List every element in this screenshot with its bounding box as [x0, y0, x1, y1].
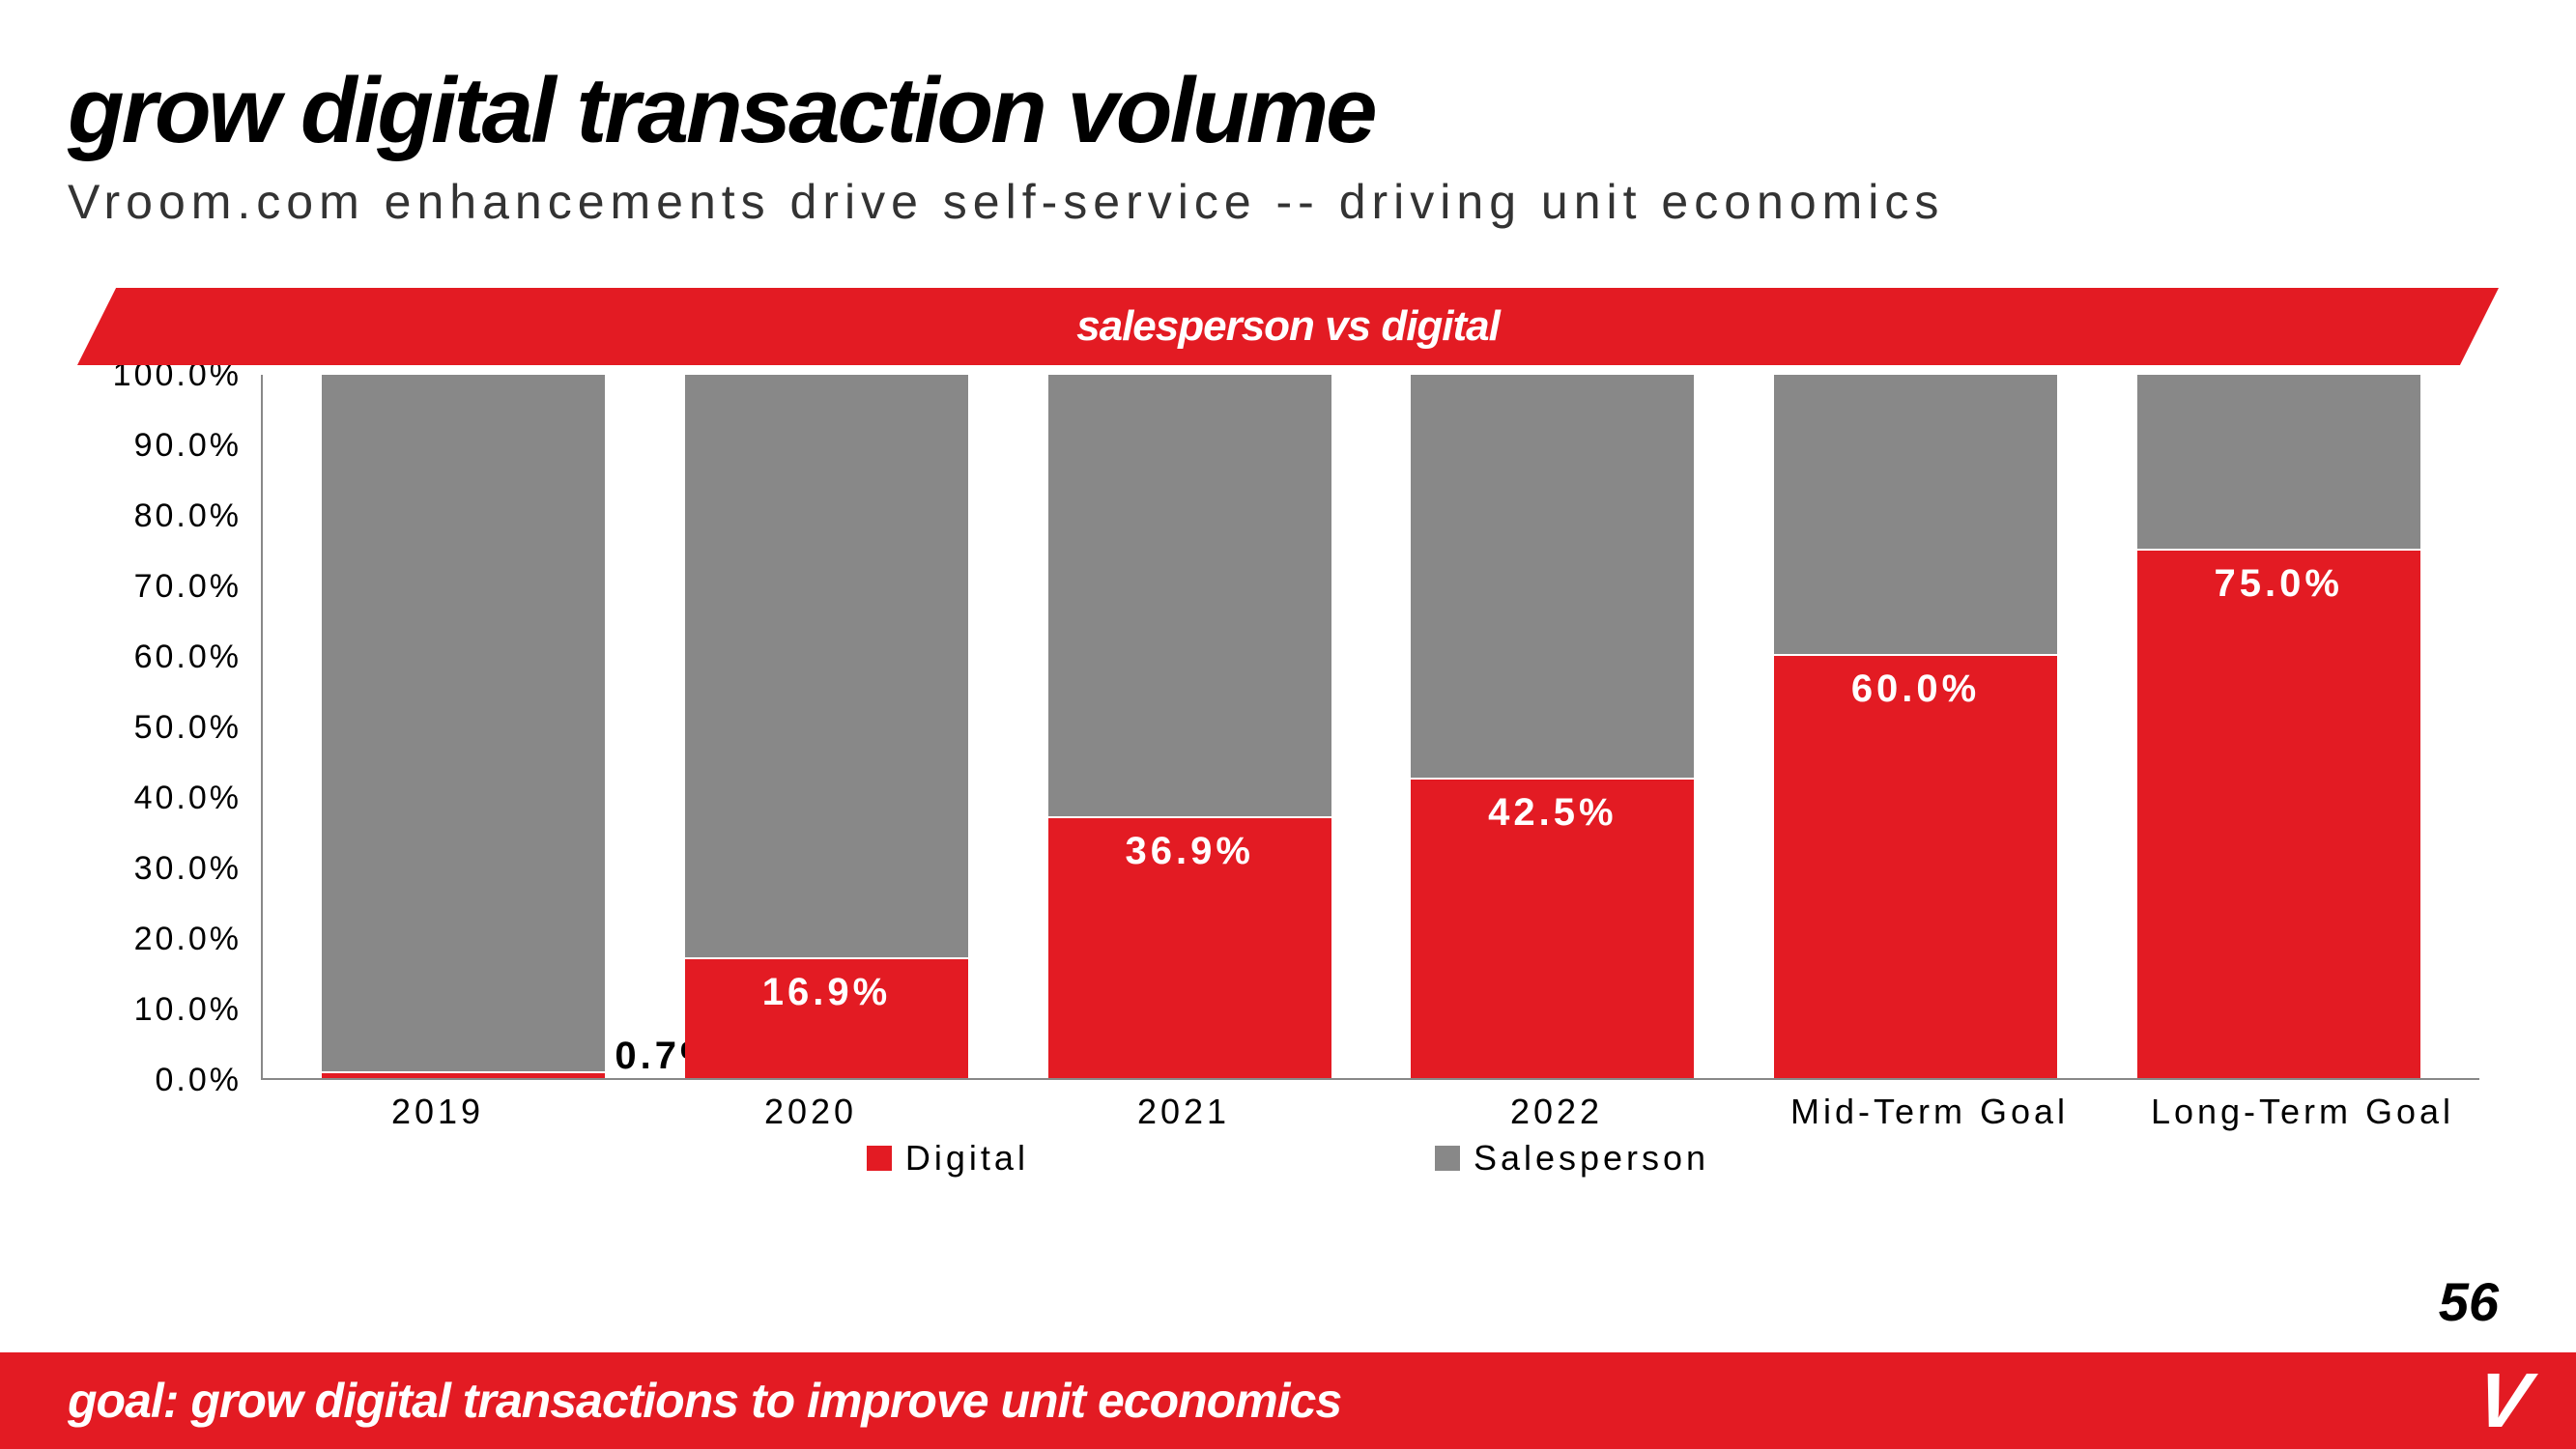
stacked-bar: 36.9% [1048, 375, 1331, 1078]
bar-value-label: 75.0% [2137, 562, 2420, 606]
bar-value-label: 60.0% [1774, 668, 2057, 711]
legend-swatch [1435, 1146, 1460, 1171]
x-tick-label: 2020 [624, 1092, 997, 1132]
bars-row: 0.7% 16.9% 36.9% 42.5% 60.0% 75.0% [263, 375, 2479, 1078]
x-tick-label: 2021 [997, 1092, 1370, 1132]
page-subtitle: Vroom.com enhancements drive self-servic… [68, 174, 2508, 230]
chart-banner: salesperson vs digital [77, 288, 2499, 365]
bar-slot: 60.0% [1734, 375, 2098, 1078]
legend-item: Digital [867, 1138, 1029, 1179]
bar-segment-salesperson [685, 375, 968, 959]
bar-segment-digital: 16.9% [685, 959, 968, 1078]
bar-segment-digital: 75.0% [2137, 551, 2420, 1078]
bar-segment-digital: 36.9% [1048, 818, 1331, 1078]
stacked-bar: 0.7% [322, 375, 605, 1078]
bar-value-label: 16.9% [685, 971, 968, 1014]
bar-segment-salesperson [1411, 375, 1694, 780]
chart-legend: Digital Salesperson [68, 1138, 2508, 1179]
bar-segment-salesperson [322, 375, 605, 1073]
bar-segment-salesperson [1048, 375, 1331, 818]
stacked-bar: 60.0% [1774, 375, 2057, 1078]
footer: goal: grow digital transactions to impro… [0, 1352, 2576, 1449]
bar-value-label: 42.5% [1411, 791, 1694, 835]
x-tick-label: Mid-Term Goal [1743, 1092, 2116, 1132]
footer-text: goal: grow digital transactions to impro… [68, 1373, 1341, 1429]
bar-segment-digital: 60.0% [1774, 656, 2057, 1078]
chart: 0.0%10.0%20.0%30.0%40.0%50.0%60.0%70.0%8… [97, 375, 2479, 1080]
x-tick-label: Long-Term Goal [2116, 1092, 2489, 1132]
bar-slot: 16.9% [645, 375, 1009, 1078]
legend-label: Digital [905, 1138, 1029, 1179]
bar-segment-salesperson [1774, 375, 2057, 656]
stacked-bar: 16.9% [685, 375, 968, 1078]
bar-segment-salesperson [2137, 375, 2420, 551]
bar-value-label: 36.9% [1048, 830, 1331, 873]
x-axis: 2019202020212022Mid-Term GoalLong-Term G… [232, 1080, 2508, 1132]
bar-segment-digital: 42.5% [1411, 780, 1694, 1078]
bar-segment-digital: 0.7% [322, 1073, 605, 1078]
brand-logo: V [2431, 1352, 2576, 1449]
plot-area: 0.7% 16.9% 36.9% 42.5% 60.0% 75.0% [261, 375, 2479, 1080]
x-tick-label: 2022 [1370, 1092, 1743, 1132]
legend-label: Salesperson [1474, 1138, 1709, 1179]
stacked-bar: 42.5% [1411, 375, 1694, 1078]
footer-bar: goal: grow digital transactions to impro… [0, 1352, 2431, 1449]
bar-slot: 0.7% [282, 375, 645, 1078]
stacked-bar: 75.0% [2137, 375, 2420, 1078]
bar-slot: 36.9% [1008, 375, 1371, 1078]
bar-slot: 75.0% [2097, 375, 2460, 1078]
legend-item: Salesperson [1435, 1138, 1709, 1179]
y-axis: 0.0%10.0%20.0%30.0%40.0%50.0%60.0%70.0%8… [97, 375, 261, 1080]
brand-logo-glyph: V [2472, 1356, 2535, 1445]
legend-swatch [867, 1146, 892, 1171]
x-tick-label: 2019 [251, 1092, 624, 1132]
page-title: grow digital transaction volume [68, 58, 2508, 164]
page-number: 56 [2439, 1270, 2499, 1333]
banner-text: salesperson vs digital [1076, 302, 1500, 351]
slide: grow digital transaction volume Vroom.co… [0, 0, 2576, 1449]
bar-slot: 42.5% [1371, 375, 1734, 1078]
